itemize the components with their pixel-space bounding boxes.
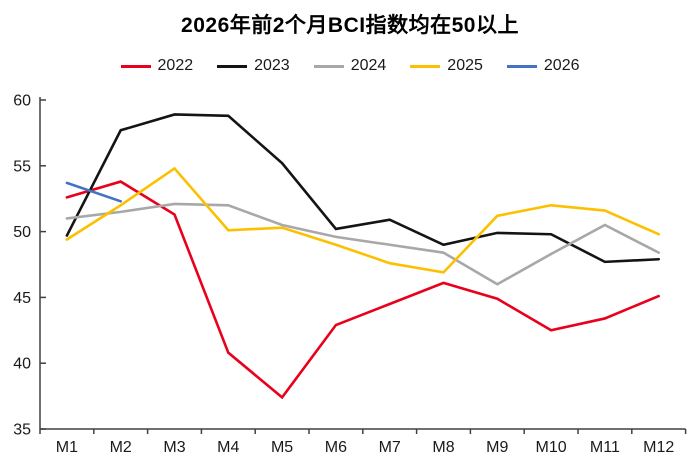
x-category-label: M9 [486,439,508,456]
x-category-label: M7 [379,439,401,456]
y-tick-label: 35 [13,422,31,439]
series-line-2022 [65,180,661,400]
x-category-label: M5 [271,439,293,456]
legend-label-2025: 2025 [447,57,483,74]
x-category-label: M4 [217,439,239,456]
legend-label-2026: 2026 [543,57,580,74]
legend-item-2024: 2024 [313,57,387,75]
legend-label-2022: 2022 [157,57,194,74]
x-category-label: M2 [110,439,132,456]
legend-item-2023: 2023 [217,57,290,75]
chart-title: 2026年前2个月BCI指数均在50以上 [181,14,519,37]
legend-item-2025: 2025 [410,57,483,75]
x-category-label: M6 [325,439,347,456]
series-line-2026 [65,181,122,203]
x-category-label: M10 [536,439,567,456]
x-category-label: M11 [590,439,620,456]
y-tick-label: 50 [13,224,31,241]
legend-label-2023: 2023 [254,57,290,74]
x-category-label: M12 [643,439,674,456]
y-tick-label: 60 [13,93,31,110]
legend-item-2026: 2026 [506,57,580,75]
legend-label-2024: 2024 [350,57,387,74]
legend-swatch-2023 [217,64,248,68]
series-line-2024 [65,202,661,286]
legend-swatch-2022 [120,64,151,68]
series-line-2025 [65,166,661,274]
legend-swatch-2024 [313,64,344,68]
y-tick-label: 55 [13,158,31,175]
y-tick-label: 45 [13,290,31,307]
x-category-label: M1 [56,439,78,456]
legend-item-2022: 2022 [120,57,194,75]
x-category-label: M3 [163,439,185,456]
legend-swatch-2025 [410,64,441,68]
x-category-label: M8 [432,439,454,456]
series-line-2023 [65,113,661,264]
legend-swatch-2026 [506,64,537,68]
y-tick-label: 40 [13,356,31,373]
chart-legend: 2022 2023 2024 2025 2026 [0,57,700,75]
